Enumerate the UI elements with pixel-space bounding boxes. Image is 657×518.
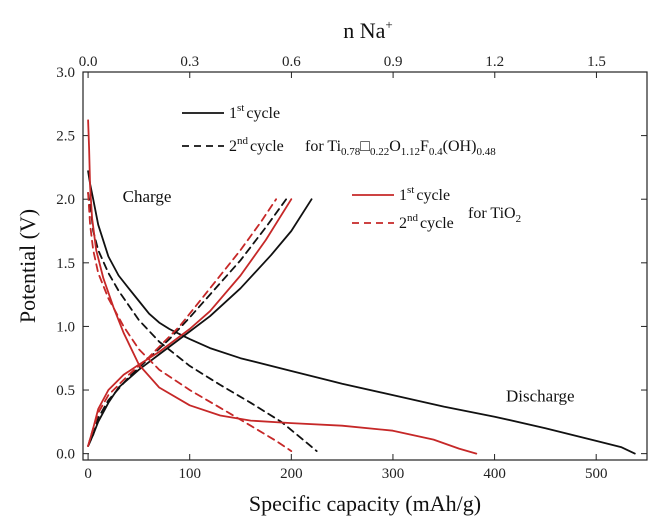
legend-cycle-number: 1 (399, 187, 407, 204)
legend-material-part: (OH) (443, 138, 477, 155)
annotation-charge: Charge (123, 187, 172, 206)
plot-frame (82, 71, 648, 461)
y-tick-label: 3.0 (56, 65, 75, 81)
top-tick-label: 0.6 (282, 54, 301, 70)
y-tick-label: 1.0 (56, 319, 75, 335)
legend-label-tio2-1: 1st cycle (399, 184, 450, 204)
legend-material-part: F (420, 138, 429, 155)
annotations: Charge Discharge (123, 187, 575, 406)
legend-material-subscript: 0.78 (341, 146, 361, 158)
legend-cycle-word: cycle (420, 215, 454, 232)
top-tick-label: 0.9 (384, 54, 403, 70)
legend-cycle-superscript: st (407, 184, 414, 196)
axis-ticks: 0 100 200 300 400 5000.00.51.01.52.02.53.00.0… (56, 54, 647, 482)
legend-material-subscript: 0.48 (476, 146, 496, 158)
legend-label-ti-1: 1st cycle (229, 102, 280, 122)
legend-cycle-word: cycle (416, 187, 450, 204)
x-axis-title: Specific capacity (mAh/g) (249, 491, 481, 516)
legend-cycle-number: 2 (229, 138, 237, 155)
legend-material-ti: for Ti0.78□0.22O1.12F0.4(OH)0.48 (305, 138, 496, 158)
x-tick-label: 100 (178, 466, 201, 482)
legend-cycle-word: cycle (246, 105, 280, 122)
top-tick-label: 1.5 (587, 54, 606, 70)
legend-cycle-superscript: st (237, 102, 244, 114)
legend-material-prefix: for TiO (468, 205, 516, 222)
y-axis-title: Potential (V) (15, 209, 40, 323)
series-ti-2nd-cycle-charge (87, 198, 288, 447)
legend-material-subscript: 1.12 (401, 146, 420, 158)
legend-material-subscript: 0.4 (429, 146, 443, 158)
legend-material-subscript: 2 (516, 213, 522, 225)
x-tick-label: 0 (84, 466, 92, 482)
legend-material-prefix: for Ti (305, 138, 342, 155)
legend-material-tio2: for TiO2 (468, 205, 521, 225)
legend-material-part: O (389, 138, 401, 155)
series-tio2-2nd-cycle-charge (87, 198, 277, 447)
top-axis-title-sup: + (385, 17, 392, 32)
y-tick-label: 1.5 (56, 256, 75, 272)
series-tio2-1st-cycle-discharge (87, 119, 478, 455)
legend-label-ti-2: 2nd cycle (229, 135, 284, 155)
x-tick-label: 500 (585, 466, 608, 482)
legend-material-part: □ (360, 138, 370, 155)
series-layer (87, 119, 636, 455)
series-ti-1st-cycle-charge (87, 198, 313, 447)
legend-cycle-superscript: nd (407, 212, 419, 224)
legend-cycle-superscript: nd (237, 135, 249, 147)
y-tick-label: 0.0 (56, 447, 75, 463)
y-tick-label: 0.5 (56, 383, 75, 399)
top-axis-title: n Na+ (343, 17, 393, 43)
y-tick-label: 2.5 (56, 129, 75, 145)
legend-cycle-number: 2 (399, 215, 407, 232)
legend-cycle-number: 1 (229, 105, 237, 122)
x-tick-label: 200 (280, 466, 303, 482)
top-axis-title-main: n Na (343, 18, 385, 43)
top-tick-label: 0.0 (79, 54, 98, 70)
top-tick-label: 0.3 (180, 54, 199, 70)
legend-cycle-word: cycle (250, 138, 284, 155)
series-tio2-2nd-cycle-discharge (87, 192, 293, 452)
y-tick-label: 2.0 (56, 192, 75, 208)
legend-material-subscript: 0.22 (370, 146, 389, 158)
series-ti-1st-cycle-discharge (87, 170, 636, 455)
x-tick-label: 300 (382, 466, 405, 482)
x-tick-label: 400 (483, 466, 506, 482)
legend-label-tio2-2: 2nd cycle (399, 212, 454, 232)
top-tick-label: 1.2 (485, 54, 504, 70)
annotation-discharge: Discharge (506, 386, 575, 405)
